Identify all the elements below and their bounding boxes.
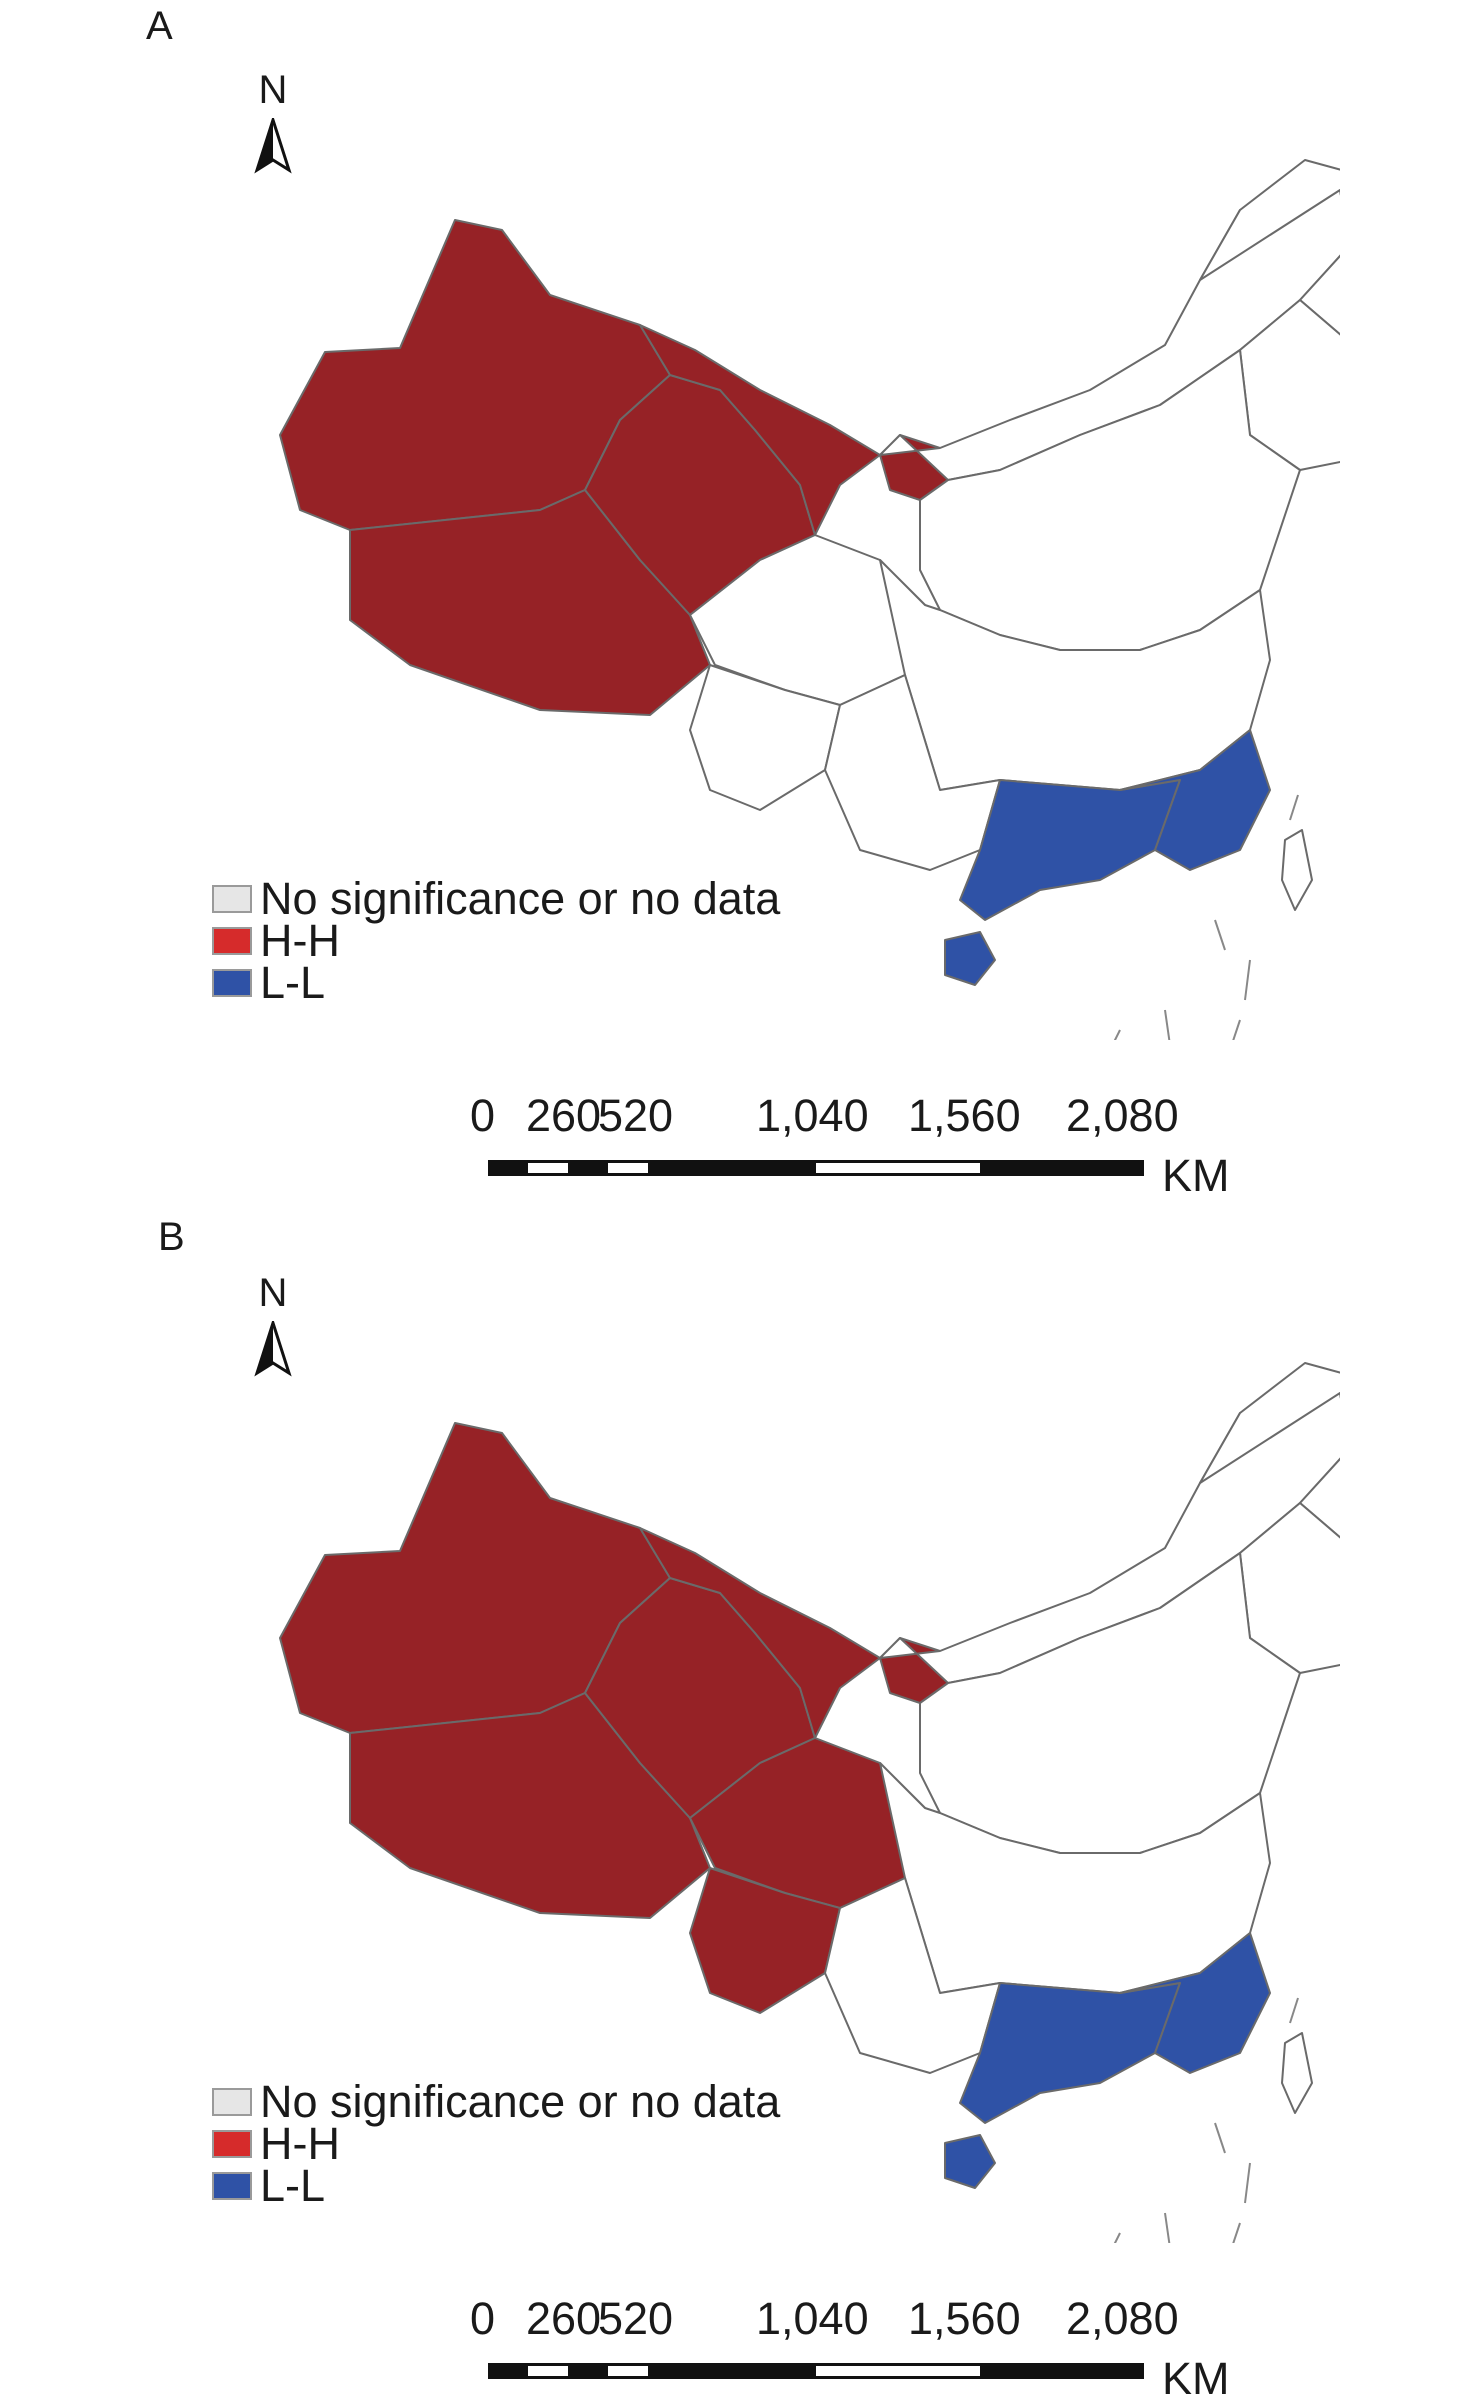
sea-boundary-dash <box>1289 794 1299 821</box>
region-gansu <box>639 324 881 536</box>
sea-boundary-dash <box>1164 2212 1171 2243</box>
region-guangdong <box>959 1982 1181 2124</box>
region-heilongjiang <box>1199 159 1340 336</box>
map-panel-b: B N No significance or no data H-H L-L 0… <box>0 1203 1476 2406</box>
legend-swatch <box>212 927 252 955</box>
sea-boundary-dash <box>1113 1029 1121 1040</box>
region-taiwan <box>1281 2032 1313 2114</box>
region-gansu <box>639 1527 881 1739</box>
scale-bar: 0 260 520 1,040 1,560 2,080 KM <box>470 2293 1230 2404</box>
legend-item-ll: L-L <box>212 957 780 1008</box>
north-label: N <box>258 68 288 112</box>
scale-tick: 0 <box>470 2293 496 2344</box>
sea-boundary-dash <box>1232 2222 1241 2243</box>
legend-label: No significance or no data <box>260 873 781 924</box>
panel-label: A <box>146 4 173 48</box>
legend-label: L-L <box>260 2160 326 2211</box>
region-hainan <box>944 2134 996 2189</box>
north-indicator: N <box>248 68 298 174</box>
scale-unit: KM <box>1162 2353 1230 2404</box>
sea-boundary-dash <box>1289 1997 1299 2024</box>
legend-swatch <box>212 2172 252 2200</box>
region-heilongjiang <box>1199 1362 1340 1539</box>
scale-tick: 260 <box>526 2293 602 2344</box>
sea-boundary-dash <box>1113 2232 1121 2243</box>
legend-item-hh: H-H <box>212 915 780 966</box>
scale-tick: 2,080 <box>1066 1090 1179 1141</box>
sea-boundary-dash <box>1214 2122 1226 2154</box>
legend-label: No significance or no data <box>260 2076 781 2127</box>
region-taiwan <box>1281 829 1313 911</box>
legend-swatch <box>212 2088 252 2116</box>
legend-item-ll: L-L <box>212 2160 780 2211</box>
legend-item-hh: H-H <box>212 2118 780 2169</box>
china-map-svg <box>279 159 1340 1040</box>
region-yunnan <box>689 664 841 811</box>
north-label: N <box>258 1271 288 1315</box>
legend-label: H-H <box>260 915 340 966</box>
sea-boundary-dash <box>1232 1019 1241 1040</box>
map-panel-a: A N No significance or no data H-H L-L 0… <box>146 4 1340 1201</box>
legend-item-no-significance: No significance or no data <box>212 2076 781 2127</box>
legend-label: H-H <box>260 2118 340 2169</box>
scale-tick: 0 <box>470 1090 496 1141</box>
scale-tick: 1,560 <box>908 1090 1021 1141</box>
legend-swatch <box>212 885 252 913</box>
scale-tick: 1,040 <box>756 2293 869 2344</box>
panel-label: B <box>158 1215 185 1259</box>
north-indicator: N <box>248 1271 298 1377</box>
scale-bar-graphic <box>488 2363 1144 2379</box>
legend-label: L-L <box>260 957 326 1008</box>
china-map-svg <box>279 1362 1340 2243</box>
legend-swatch <box>212 2130 252 2158</box>
scale-tick: 520 <box>598 2293 674 2344</box>
scale-tick: 1,040 <box>756 1090 869 1141</box>
scale-bar: 0 260 520 1,040 1,560 2,080 KM <box>470 1090 1230 1201</box>
sea-boundary-dash <box>1244 959 1251 1001</box>
scale-tick: 2,080 <box>1066 2293 1179 2344</box>
legend: No significance or no data H-H L-L <box>212 873 781 1008</box>
region-fujian <box>1119 1932 1271 2074</box>
north-arrow-icon <box>254 1321 292 1377</box>
region-guangdong <box>959 779 1181 921</box>
region-hainan <box>944 931 996 986</box>
scale-unit: KM <box>1162 1150 1230 1201</box>
scale-tick: 1,560 <box>908 2293 1021 2344</box>
region-yunnan <box>689 1867 841 2014</box>
legend-item-no-significance: No significance or no data <box>212 873 781 924</box>
scale-tick: 260 <box>526 1090 602 1141</box>
north-arrow-icon <box>254 118 292 174</box>
scale-tick: 520 <box>598 1090 674 1141</box>
legend: No significance or no data H-H L-L <box>212 2076 781 2211</box>
scale-bar-graphic <box>488 1160 1144 1176</box>
sea-boundary-dash <box>1244 2162 1251 2204</box>
legend-swatch <box>212 969 252 997</box>
region-fujian <box>1119 729 1271 871</box>
sea-boundary-dash <box>1214 919 1226 951</box>
sea-boundary-dash <box>1164 1009 1171 1040</box>
